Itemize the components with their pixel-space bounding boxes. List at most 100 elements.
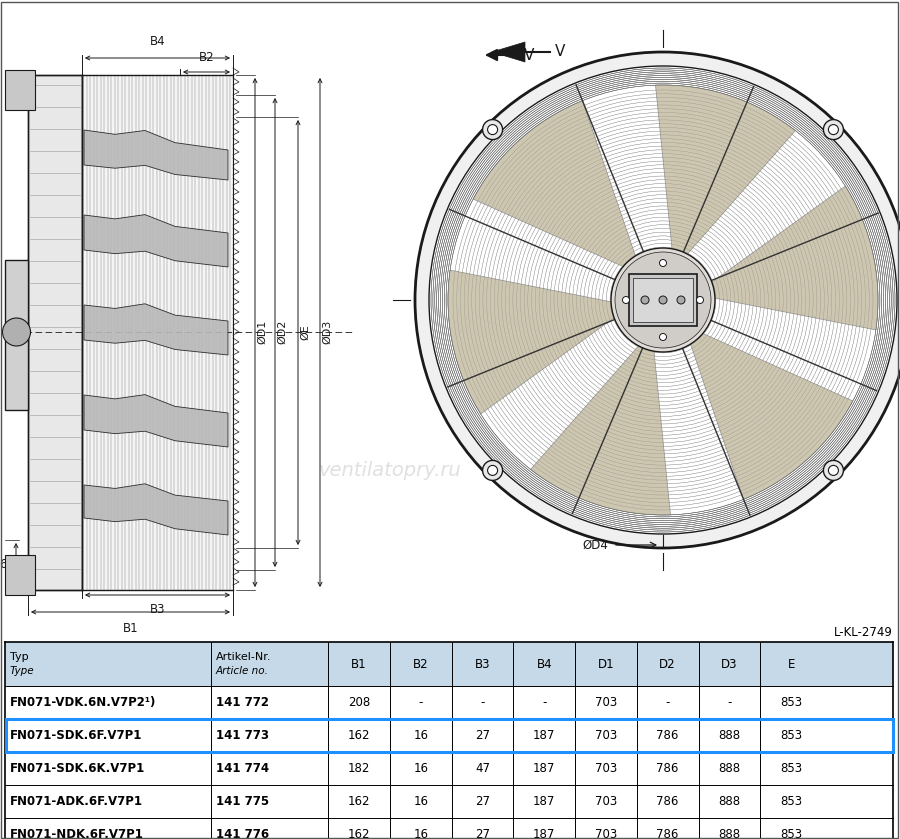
Circle shape [697,296,704,304]
Text: L-KL-2749: L-KL-2749 [834,626,893,638]
Text: ØE: ØE [300,324,310,340]
Text: 141 773: 141 773 [216,729,269,742]
Text: 888: 888 [718,729,741,742]
Text: D2: D2 [660,658,676,670]
Bar [629,274,697,326]
Text: FN071-NDK.6F.V7P1: FN071-NDK.6F.V7P1 [10,828,144,839]
Circle shape [415,52,900,548]
Polygon shape [84,394,228,447]
Text: 16: 16 [413,729,428,742]
Text: D3: D3 [721,658,738,670]
Text: B1: B1 [122,622,139,635]
Text: 187: 187 [533,762,555,775]
Polygon shape [84,304,228,355]
Text: B4: B4 [536,658,552,670]
Polygon shape [473,101,635,267]
Bar [5,818,893,839]
Text: 27: 27 [475,795,490,808]
Text: 187: 187 [533,828,555,839]
Bar [5,719,893,752]
Text: -: - [665,696,670,709]
Text: Article no.: Article no. [216,666,269,676]
Bar [5,642,893,686]
Circle shape [611,248,715,352]
Bar [5,752,893,785]
Text: 162: 162 [347,828,370,839]
Text: 786: 786 [656,828,679,839]
Bar [82,75,233,590]
Text: V: V [555,44,565,60]
Bar [5,785,893,818]
Text: -: - [418,696,423,709]
Circle shape [828,466,839,476]
Polygon shape [492,42,525,62]
Bar [5,719,893,752]
Circle shape [488,466,498,476]
Text: 853: 853 [780,696,802,709]
Bar [633,278,693,322]
Text: 888: 888 [718,828,741,839]
Circle shape [660,333,667,341]
Text: 703: 703 [595,795,617,808]
Text: 786: 786 [656,762,679,775]
Text: Artikel-Nr.: Artikel-Nr. [216,652,272,662]
Text: 703: 703 [595,696,617,709]
Text: 888: 888 [718,762,741,775]
Circle shape [828,124,839,134]
Text: -: - [542,696,546,709]
Polygon shape [712,186,878,330]
Text: 888: 888 [718,795,741,808]
Text: 141 775: 141 775 [216,795,269,808]
Text: -: - [727,696,732,709]
Polygon shape [84,130,228,180]
Text: 27: 27 [475,729,490,742]
Text: B1: B1 [351,658,367,670]
Text: 187: 187 [533,795,555,808]
Circle shape [824,120,843,139]
Circle shape [482,120,502,139]
Text: 786: 786 [656,729,679,742]
Circle shape [623,296,629,304]
Bar [28,75,82,590]
Polygon shape [690,333,853,499]
Circle shape [407,44,900,556]
Text: Type: Type [10,666,34,676]
Text: 703: 703 [595,729,617,742]
Text: FN071-SDK.6F.V7P1: FN071-SDK.6F.V7P1 [10,729,142,742]
Text: 141 772: 141 772 [216,696,269,709]
Circle shape [659,296,667,304]
Text: B2: B2 [413,658,428,670]
Text: 853: 853 [780,828,802,839]
Text: 27: 27 [475,828,490,839]
Polygon shape [448,270,614,414]
Polygon shape [655,85,796,254]
Text: D1: D1 [598,658,615,670]
Circle shape [3,318,31,346]
Text: FN071-VDK.6N.V7P2¹): FN071-VDK.6N.V7P2¹) [10,696,157,709]
Text: ØD1: ØD1 [257,320,267,344]
Text: 853: 853 [780,762,802,775]
Text: 208: 208 [348,696,370,709]
Text: V: V [524,48,535,62]
Polygon shape [84,215,228,267]
Bar [5,70,35,110]
Text: ØD3: ØD3 [322,320,332,344]
Text: 703: 703 [595,828,617,839]
Text: 64: 64 [0,559,14,571]
Text: B2: B2 [199,51,214,64]
Circle shape [429,66,897,534]
Text: 786: 786 [656,795,679,808]
Text: 16: 16 [413,762,428,775]
Text: 703: 703 [595,762,617,775]
Circle shape [482,461,502,481]
Text: 16: 16 [413,795,428,808]
Polygon shape [531,346,670,515]
Text: ØD2: ØD2 [277,320,287,344]
Text: ventilatорry.ru: ventilatорry.ru [319,461,462,480]
Text: FN071-ADK.6F.V7P1: FN071-ADK.6F.V7P1 [10,795,143,808]
Text: 187: 187 [533,729,555,742]
Circle shape [660,259,667,267]
Bar [5,686,893,719]
Circle shape [615,252,711,348]
Circle shape [677,296,685,304]
